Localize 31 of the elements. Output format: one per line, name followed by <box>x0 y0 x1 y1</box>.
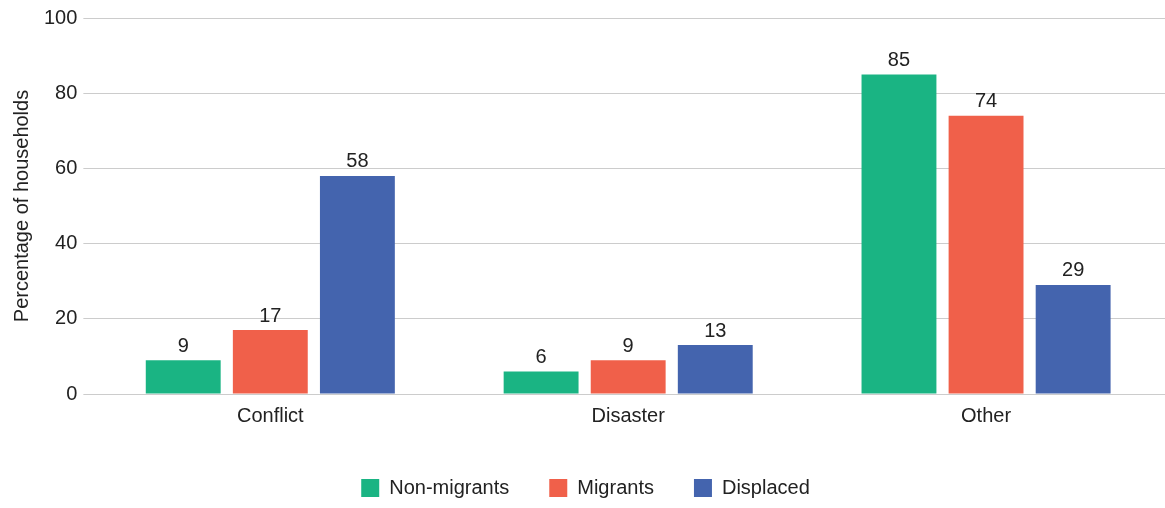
data-label: 13 <box>704 318 727 341</box>
bar <box>145 360 221 394</box>
legend-label: Migrants <box>577 475 654 498</box>
data-label: 6 <box>535 344 547 367</box>
data-label: 58 <box>346 149 369 172</box>
y-tick-label: 20 <box>55 306 78 329</box>
bar <box>590 360 666 394</box>
y-tick-label: 40 <box>55 231 78 254</box>
data-label: 74 <box>974 89 998 112</box>
bar <box>861 74 937 394</box>
data-label: 29 <box>1062 258 1085 281</box>
data-label: 17 <box>259 303 282 326</box>
y-tick-label: 80 <box>55 80 78 103</box>
bar <box>503 371 579 394</box>
data-label: 85 <box>887 47 911 70</box>
bar <box>677 345 753 394</box>
x-tick-label: Other <box>961 403 1012 426</box>
bar <box>232 330 308 394</box>
bar <box>948 115 1024 394</box>
y-tick-label: 100 <box>43 5 78 28</box>
y-tick-label: 60 <box>55 155 78 178</box>
bar <box>319 175 395 394</box>
legend-label: Displaced <box>721 475 810 498</box>
data-label: 9 <box>177 333 189 356</box>
legend-label: Non-migrants <box>389 475 510 498</box>
y-axis-title: Percentage of households <box>9 89 32 323</box>
y-tick-label: 0 <box>66 381 78 404</box>
bar <box>1035 284 1111 394</box>
x-tick-label: Disaster <box>591 403 666 426</box>
x-tick-label: Conflict <box>236 403 305 426</box>
data-label: 9 <box>622 333 634 356</box>
